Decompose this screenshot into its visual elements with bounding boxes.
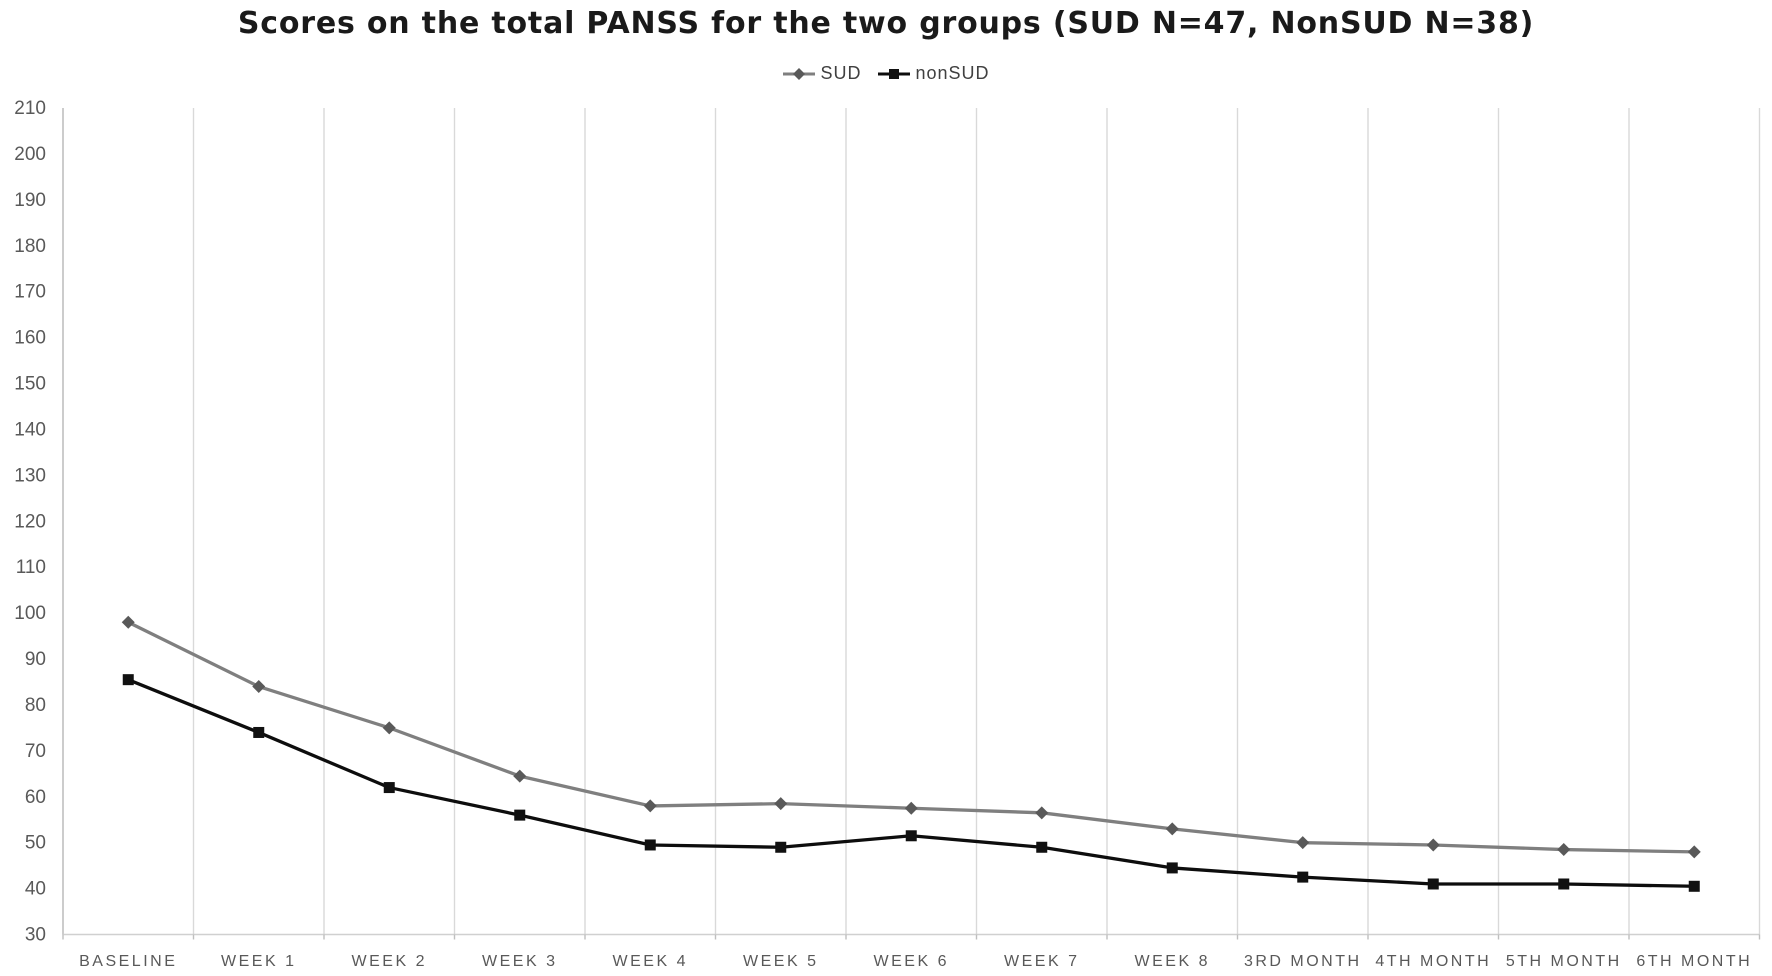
x-category-label: 5TH MONTH xyxy=(1506,953,1622,970)
data-point-sud-week-5[interactable] xyxy=(774,797,788,811)
x-category-label: WEEK 6 xyxy=(874,953,949,970)
data-point-nonsud-week-1[interactable] xyxy=(253,726,265,738)
data-point-nonsud-week-8[interactable] xyxy=(1166,862,1178,874)
data-point-sud-week-8[interactable] xyxy=(1165,822,1179,836)
x-category-label: WEEK 5 xyxy=(743,953,818,970)
data-point-nonsud-week-2[interactable] xyxy=(383,782,395,794)
y-tick-label: 100 xyxy=(14,603,46,624)
data-point-sud-6th-month[interactable] xyxy=(1687,845,1701,859)
chart-title: Scores on the total PANSS for the two gr… xyxy=(237,6,1535,41)
data-point-nonsud-week-6[interactable] xyxy=(905,830,917,842)
legend-item-sud[interactable]: SUD xyxy=(782,63,861,84)
data-point-sud-3rd-month[interactable] xyxy=(1296,836,1310,850)
x-category-label: 3RD MONTH xyxy=(1244,953,1362,970)
legend-item-nonsud[interactable]: nonSUD xyxy=(877,63,989,84)
data-point-sud-week-6[interactable] xyxy=(904,801,918,815)
data-point-nonsud-week-4[interactable] xyxy=(644,839,656,851)
x-category-label: WEEK 8 xyxy=(1135,953,1210,970)
data-point-sud-week-3[interactable] xyxy=(513,769,527,783)
data-point-nonsud-5th-month[interactable] xyxy=(1558,878,1570,890)
y-tick-label: 160 xyxy=(14,328,46,349)
y-tick-label: 170 xyxy=(14,282,46,303)
data-point-sud-5th-month[interactable] xyxy=(1557,843,1571,857)
x-category-label: WEEK 2 xyxy=(352,953,427,970)
legend-diamond-icon xyxy=(793,67,806,80)
data-point-sud-week-1[interactable] xyxy=(252,680,266,694)
y-tick-label: 140 xyxy=(14,419,46,440)
y-tick-label: 90 xyxy=(25,649,46,670)
data-point-nonsud-baseline[interactable] xyxy=(122,674,134,686)
y-tick-label: 180 xyxy=(14,236,46,257)
data-point-nonsud-week-3[interactable] xyxy=(514,809,526,821)
y-tick-label: 50 xyxy=(25,833,46,854)
y-tick-label: 210 xyxy=(14,98,46,119)
data-point-nonsud-week-5[interactable] xyxy=(775,841,787,853)
data-point-sud-week-2[interactable] xyxy=(382,721,396,735)
data-point-sud-baseline[interactable] xyxy=(121,615,135,629)
data-point-nonsud-3rd-month[interactable] xyxy=(1297,871,1309,883)
nonsud-legend-marker-icon xyxy=(878,68,911,79)
y-tick-label: 110 xyxy=(16,557,46,578)
y-tick-label: 150 xyxy=(14,374,46,395)
y-tick-label: 130 xyxy=(14,465,46,486)
x-category-label: 6TH MONTH xyxy=(1636,953,1752,970)
y-tick-label: 80 xyxy=(25,695,46,716)
sud-legend-marker-icon xyxy=(783,67,816,80)
data-point-nonsud-6th-month[interactable] xyxy=(1688,880,1700,892)
legend-square-icon xyxy=(889,68,900,79)
y-tick-label: 40 xyxy=(25,879,46,900)
data-point-nonsud-week-7[interactable] xyxy=(1036,841,1048,853)
x-category-label: WEEK 4 xyxy=(613,953,688,970)
legend-label-nonsud: nonSUD xyxy=(915,63,990,83)
series-line-nonsud xyxy=(126,678,1696,888)
y-tick-label: 70 xyxy=(25,741,46,762)
y-tick-label: 60 xyxy=(25,787,46,808)
x-category-label: BASELINE xyxy=(79,953,177,970)
data-point-sud-week-7[interactable] xyxy=(1035,806,1049,820)
data-point-sud-week-4[interactable] xyxy=(643,799,657,813)
x-category-label: WEEK 1 xyxy=(221,953,296,970)
data-point-sud-4th-month[interactable] xyxy=(1426,838,1440,852)
y-tick-label: 200 xyxy=(14,144,46,165)
legend: SUD nonSUD xyxy=(0,63,1772,84)
y-tick-label: 30 xyxy=(25,925,46,946)
y-tick-label: 190 xyxy=(14,190,46,211)
data-point-nonsud-4th-month[interactable] xyxy=(1427,878,1439,890)
y-tick-label: 120 xyxy=(14,511,46,532)
x-category-label: 4TH MONTH xyxy=(1375,953,1491,970)
x-category-label: WEEK 3 xyxy=(482,953,557,970)
legend-label-sud: SUD xyxy=(820,63,862,83)
x-category-label: WEEK 7 xyxy=(1004,953,1079,970)
series-line-sud xyxy=(126,620,1696,854)
